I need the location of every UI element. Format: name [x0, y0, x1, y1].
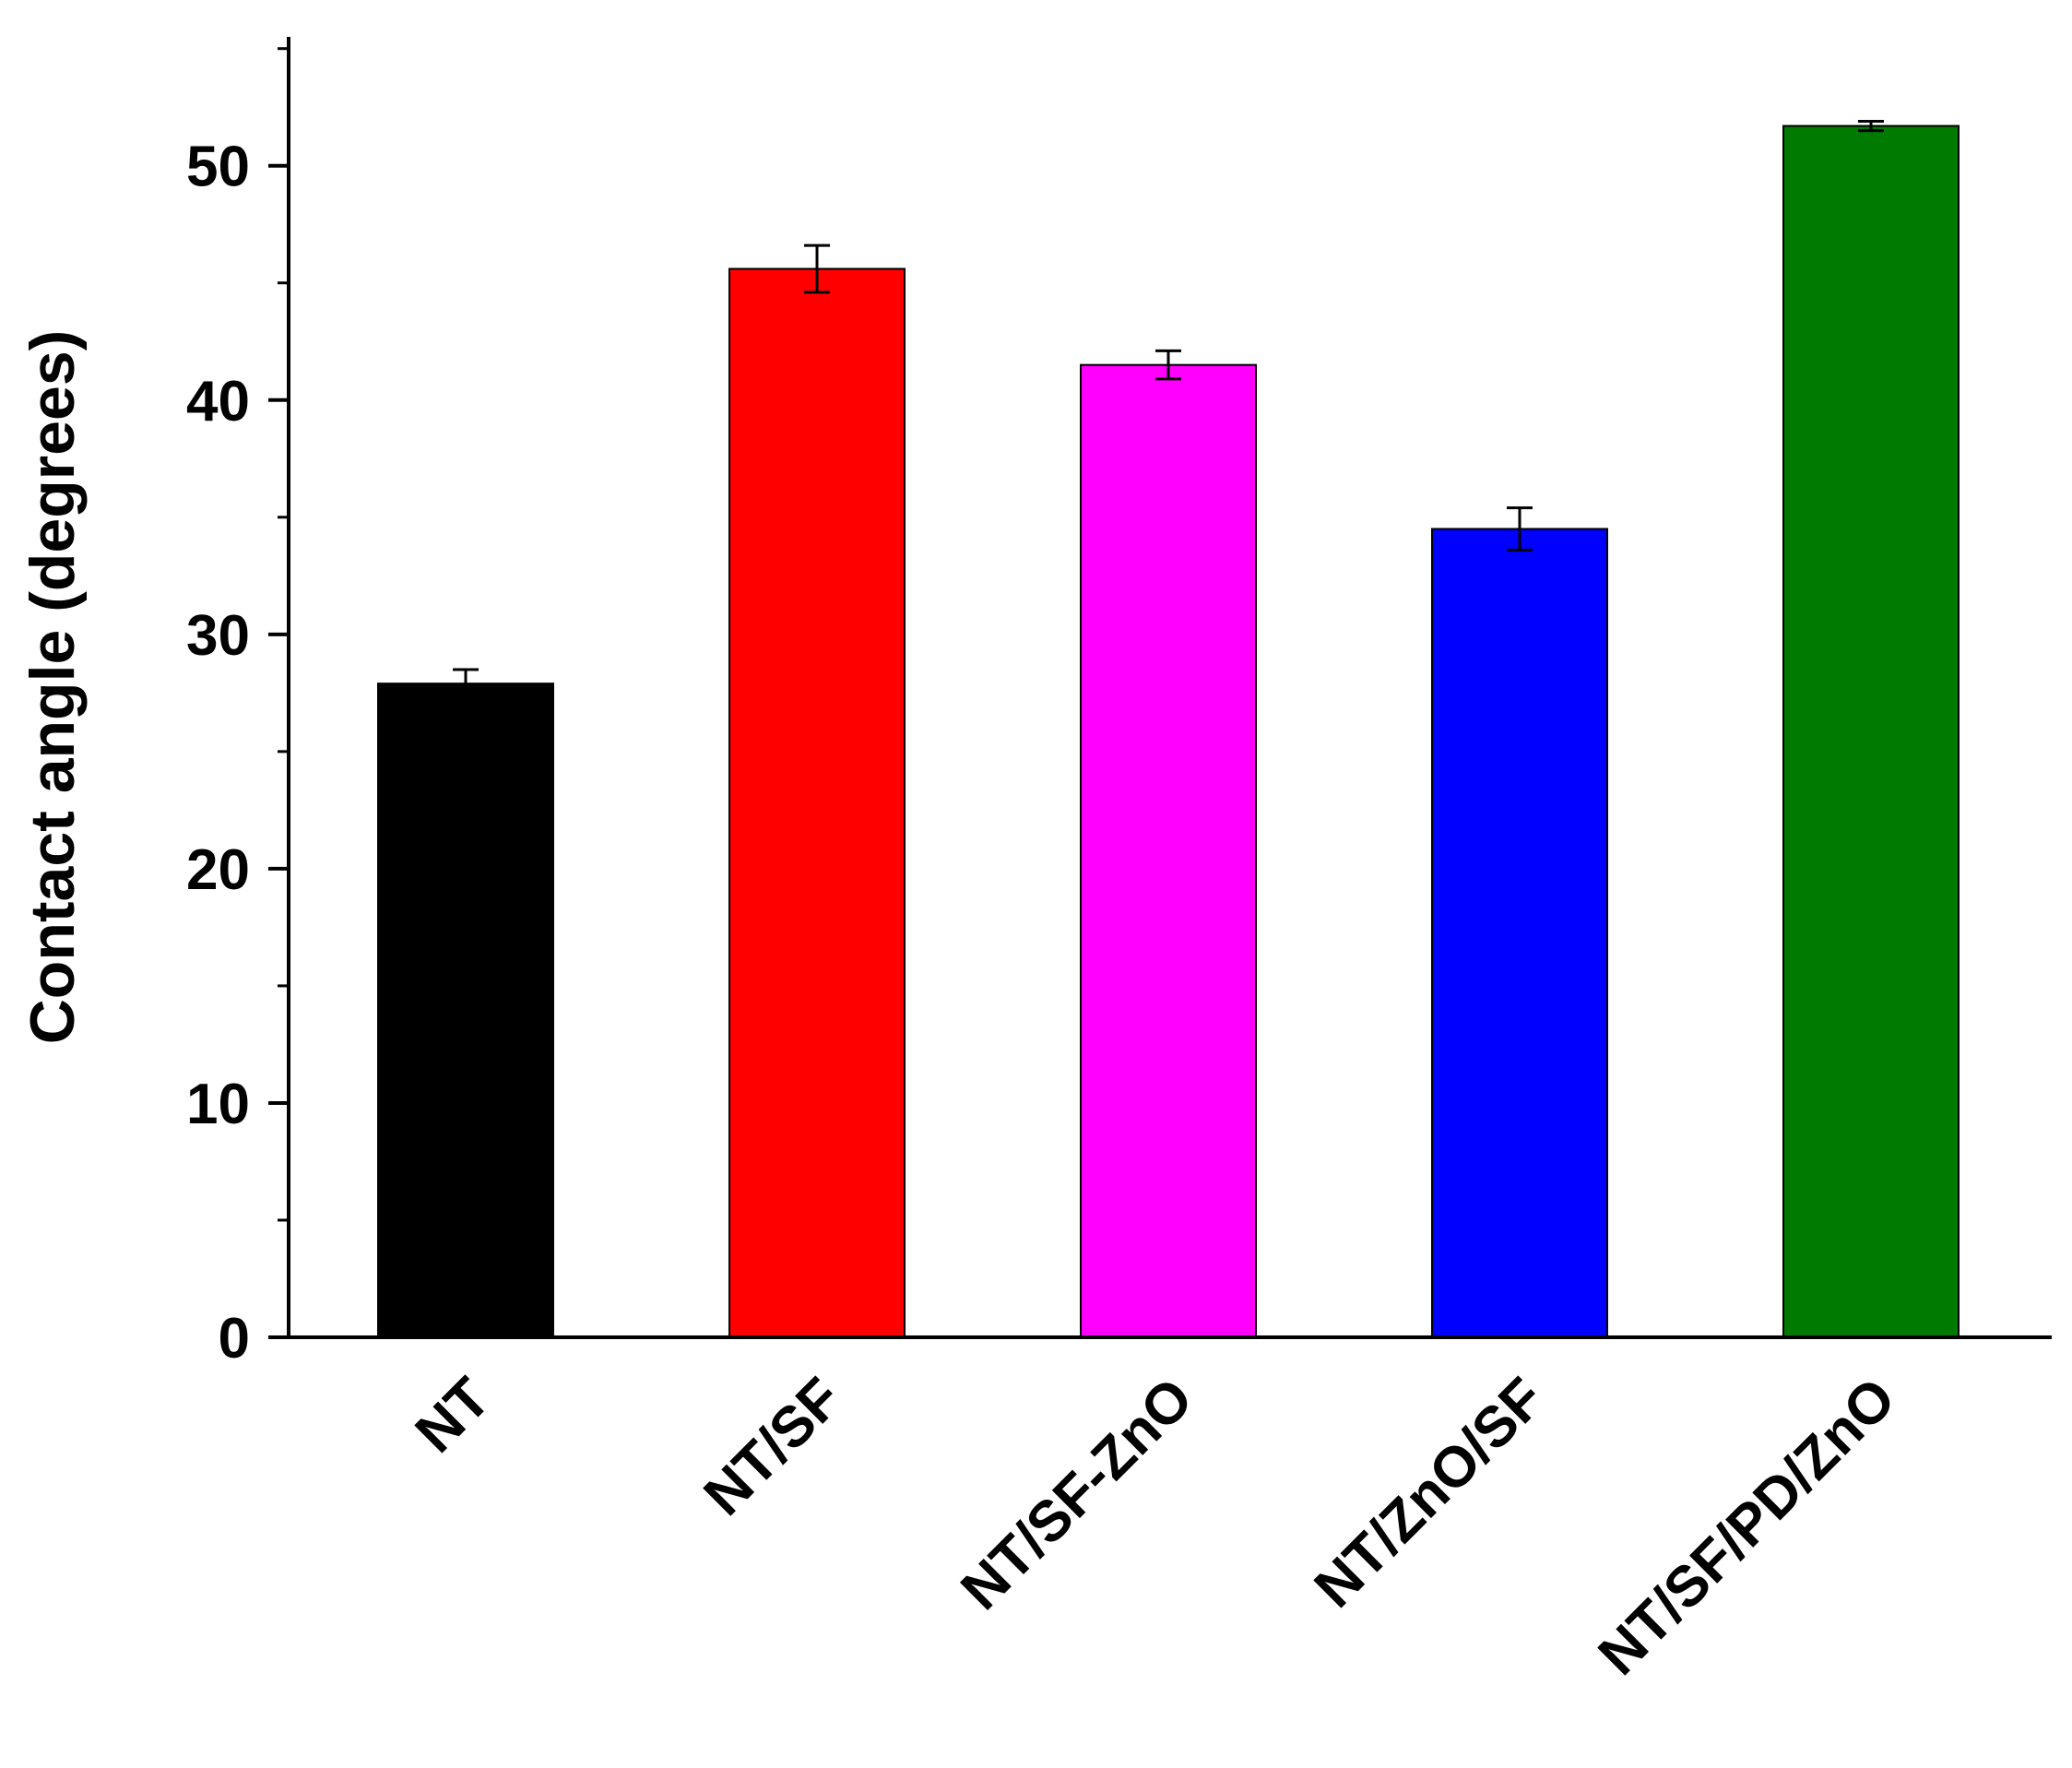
error-bar-nt — [453, 668, 479, 699]
error-bar-nt-zno-sf — [1507, 506, 1533, 552]
y-axis-title: Contact angle (degrees) — [18, 330, 88, 1045]
error-bars-layer — [453, 119, 1884, 699]
y-tick-label: 30 — [186, 604, 250, 668]
bar-nt-sf-pd-zno — [1782, 125, 1960, 1339]
x-tick-label: NT — [404, 1366, 503, 1465]
bars-layer — [377, 125, 1960, 1339]
axes-layer — [287, 37, 2052, 1339]
labels-layer: NT NT/SF NT/SF-ZnO NT/ZnO/SF NT/SF/PD/ZnO — [404, 1366, 1908, 1687]
ticks-layer: 0 10 20 30 40 50 — [186, 47, 289, 1370]
bar-nt-sf — [728, 267, 906, 1338]
error-bar-nt-sf — [804, 243, 830, 294]
x-tick-label: NT/ZnO/SF — [1303, 1366, 1557, 1620]
bar-nt — [377, 682, 554, 1338]
y-tick-label: 10 — [186, 1073, 250, 1136]
error-bar-nt-sf-zno — [1155, 349, 1181, 381]
x-tick-label: NT/SF-ZnO — [949, 1366, 1205, 1622]
y-tick-label: 20 — [186, 838, 250, 902]
x-tick-label: NT/SF — [692, 1366, 853, 1527]
x-tick-label: NT/SF/PD/ZnO — [1587, 1366, 1908, 1687]
bar-nt-zno-sf — [1431, 528, 1608, 1338]
y-tick-label: 50 — [186, 136, 250, 199]
bar-nt-sf-zno — [1080, 363, 1257, 1339]
y-tick-label: 0 — [219, 1307, 250, 1370]
error-bar-nt-sf-pd-zno — [1858, 119, 1884, 133]
y-tick-label: 40 — [186, 370, 250, 433]
